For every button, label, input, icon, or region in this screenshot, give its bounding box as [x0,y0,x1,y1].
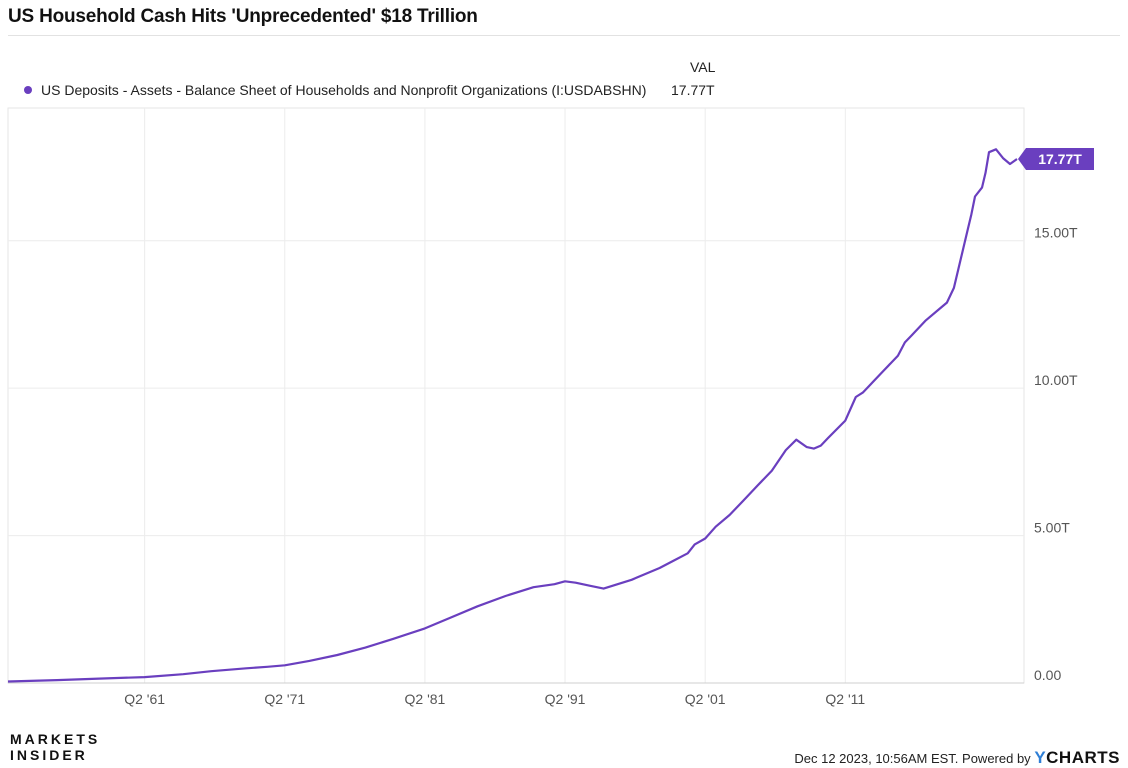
chart-title: US Household Cash Hits 'Unprecedented' $… [8,6,478,27]
legend-series-label: US Deposits - Assets - Balance Sheet of … [41,82,647,98]
logo-line-1: MARKETS [10,731,101,747]
legend-series-value: 17.77T [671,82,715,98]
x-tick-label: Q2 '01 [685,691,726,707]
legend-column-header: VAL [690,59,716,75]
last-value-label: 17.77T [1038,151,1082,167]
y-tick-label: 0.00 [1034,667,1061,683]
ycharts-logo[interactable]: YCHARTS [1034,748,1120,767]
ycharts-logo-text: CHARTS [1046,748,1120,767]
y-tick-label: 10.00T [1034,372,1078,388]
y-tick-label: 15.00T [1034,225,1078,241]
x-tick-label: Q2 '91 [545,691,586,707]
last-value-flag [1018,148,1094,171]
timestamp: Dec 12 2023, 10:56AM EST. Powered by [794,751,1031,766]
logo-line-2: INSIDER [10,747,88,763]
y-tick-label: 5.00T [1034,520,1070,536]
legend-dot-icon [24,86,32,95]
x-tick-label: Q2 '61 [124,691,165,707]
plot-frame [7,107,1025,684]
legend-entry[interactable]: US Deposits - Assets - Balance Sheet of … [24,82,646,98]
footer-credit: Dec 12 2023, 10:56AM EST. Powered by YCH… [794,748,1120,768]
title-divider [8,35,1120,36]
x-tick-label: Q2 '71 [264,691,305,707]
markets-insider-logo: MARKETS INSIDER [10,731,100,763]
ycharts-logo-y: Y [1034,748,1047,767]
x-tick-label: Q2 '11 [825,691,865,707]
series-line [7,148,1018,683]
x-tick-label: Q2 '81 [405,691,446,707]
